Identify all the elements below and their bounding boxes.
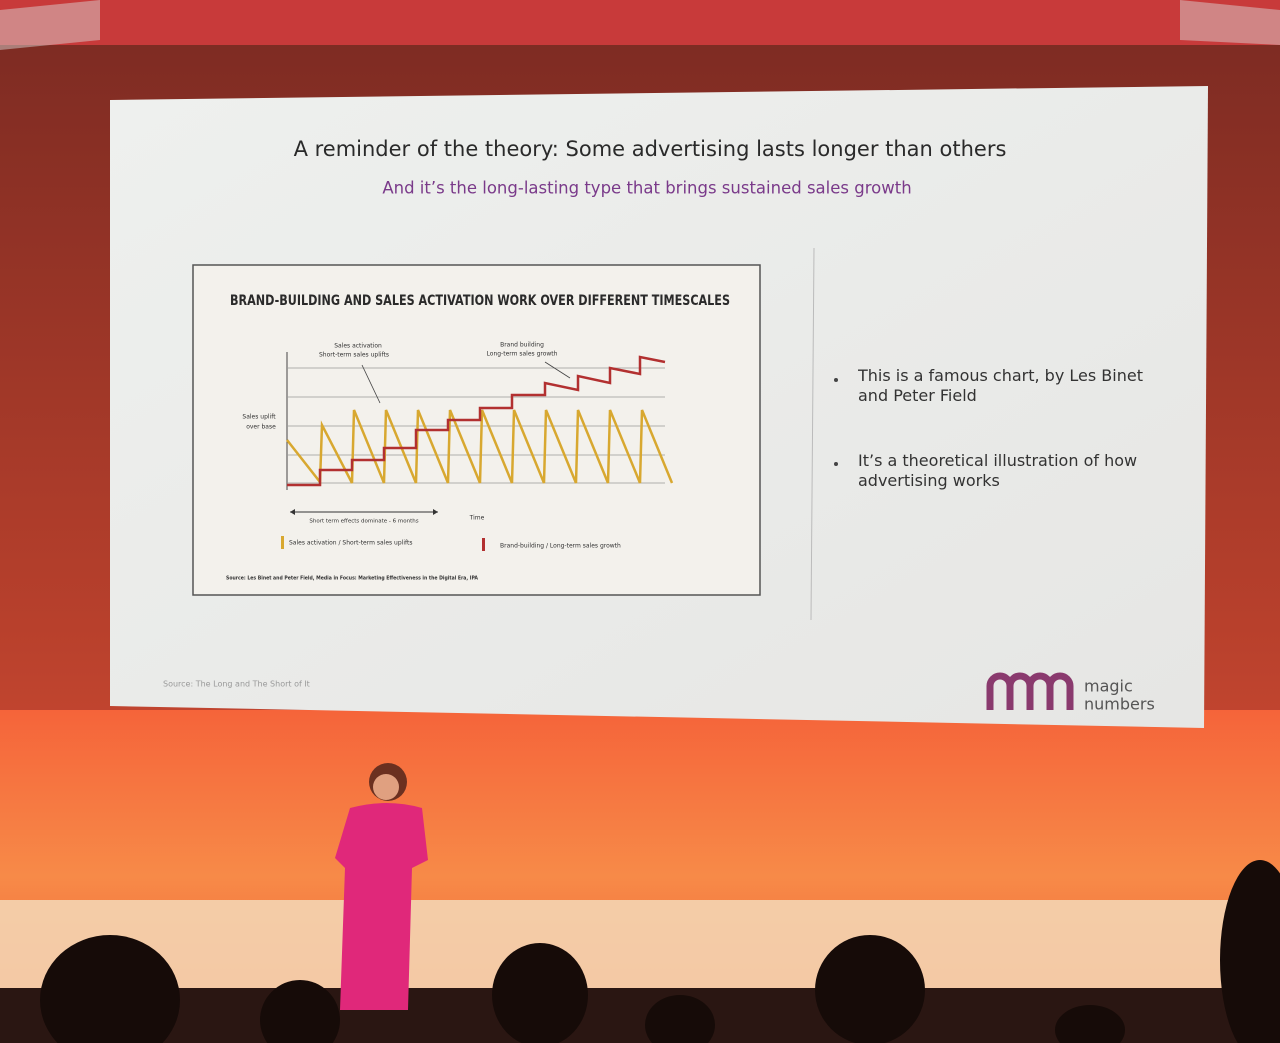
audience-head <box>1220 860 1280 1043</box>
stage-edge <box>0 900 1280 990</box>
audience-head <box>40 935 180 1043</box>
bullet-box: It’s a theoretical illustration of how a… <box>858 451 1138 490</box>
legend-entry: Brand-building / Long-term sales growth <box>500 543 621 550</box>
x-label: Time <box>469 515 485 522</box>
activation-note-title: Sales activation <box>334 343 382 350</box>
bullet: It’s a theoretical illustration of how a… <box>858 451 1138 490</box>
figure-frame <box>192 264 761 596</box>
figure-plot <box>286 352 674 490</box>
pointer <box>544 361 571 379</box>
divider <box>810 247 815 621</box>
ceiling <box>0 0 1280 45</box>
bullet-box: This is a famous chart, by Les Binet and… <box>858 366 1143 405</box>
audience-head <box>492 943 588 1043</box>
logo-text: magic <box>1084 677 1133 696</box>
audience-head <box>815 935 925 1043</box>
presenter-dress <box>335 803 428 1010</box>
bullet: This is a famous chart, by Les Binet and… <box>858 366 1143 405</box>
presenter-face <box>373 774 399 800</box>
figure-source: Source: Les Binet and Peter Field, Media… <box>226 576 478 582</box>
pointer <box>361 364 381 404</box>
bullet-dot <box>834 462 838 466</box>
activation-note-text: Short-term sales uplifts <box>319 352 389 359</box>
y-label-line1: Sales uplift <box>242 414 276 421</box>
audience-head <box>1055 1005 1125 1043</box>
legend-swatch <box>281 536 284 549</box>
activation-curve <box>286 409 674 486</box>
slide-title: A reminder of the theory: Some advertisi… <box>294 137 1007 161</box>
bullet-dot <box>834 378 838 382</box>
slide-source: Source: The Long and The Short of It <box>163 680 310 689</box>
range-note: Short term effects dominate - 6 months <box>309 519 418 525</box>
audience <box>40 860 1280 1043</box>
brand-curve <box>287 355 666 487</box>
logo-mark <box>986 672 1074 710</box>
slide-subtitle: And it’s the long-lasting type that brin… <box>382 179 911 198</box>
legend-swatch <box>482 538 485 551</box>
presenter <box>335 763 428 1010</box>
figure-title: BRAND-BUILDING AND SALES ACTIVATION WORK… <box>230 293 730 309</box>
brand-note-text: Long-term sales growth <box>487 351 558 358</box>
legend-entry: Sales activation / Short-term sales upli… <box>289 540 412 547</box>
logo-text: numbers <box>1084 695 1155 714</box>
y-label-line2: over base <box>246 424 276 431</box>
brand-note-title: Brand building <box>500 342 544 349</box>
audience-head <box>260 980 340 1043</box>
audience-head <box>645 995 715 1043</box>
